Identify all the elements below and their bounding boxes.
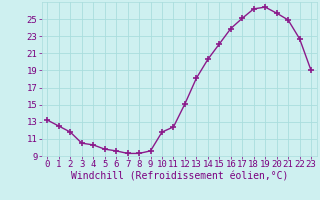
X-axis label: Windchill (Refroidissement éolien,°C): Windchill (Refroidissement éolien,°C) (70, 172, 288, 182)
